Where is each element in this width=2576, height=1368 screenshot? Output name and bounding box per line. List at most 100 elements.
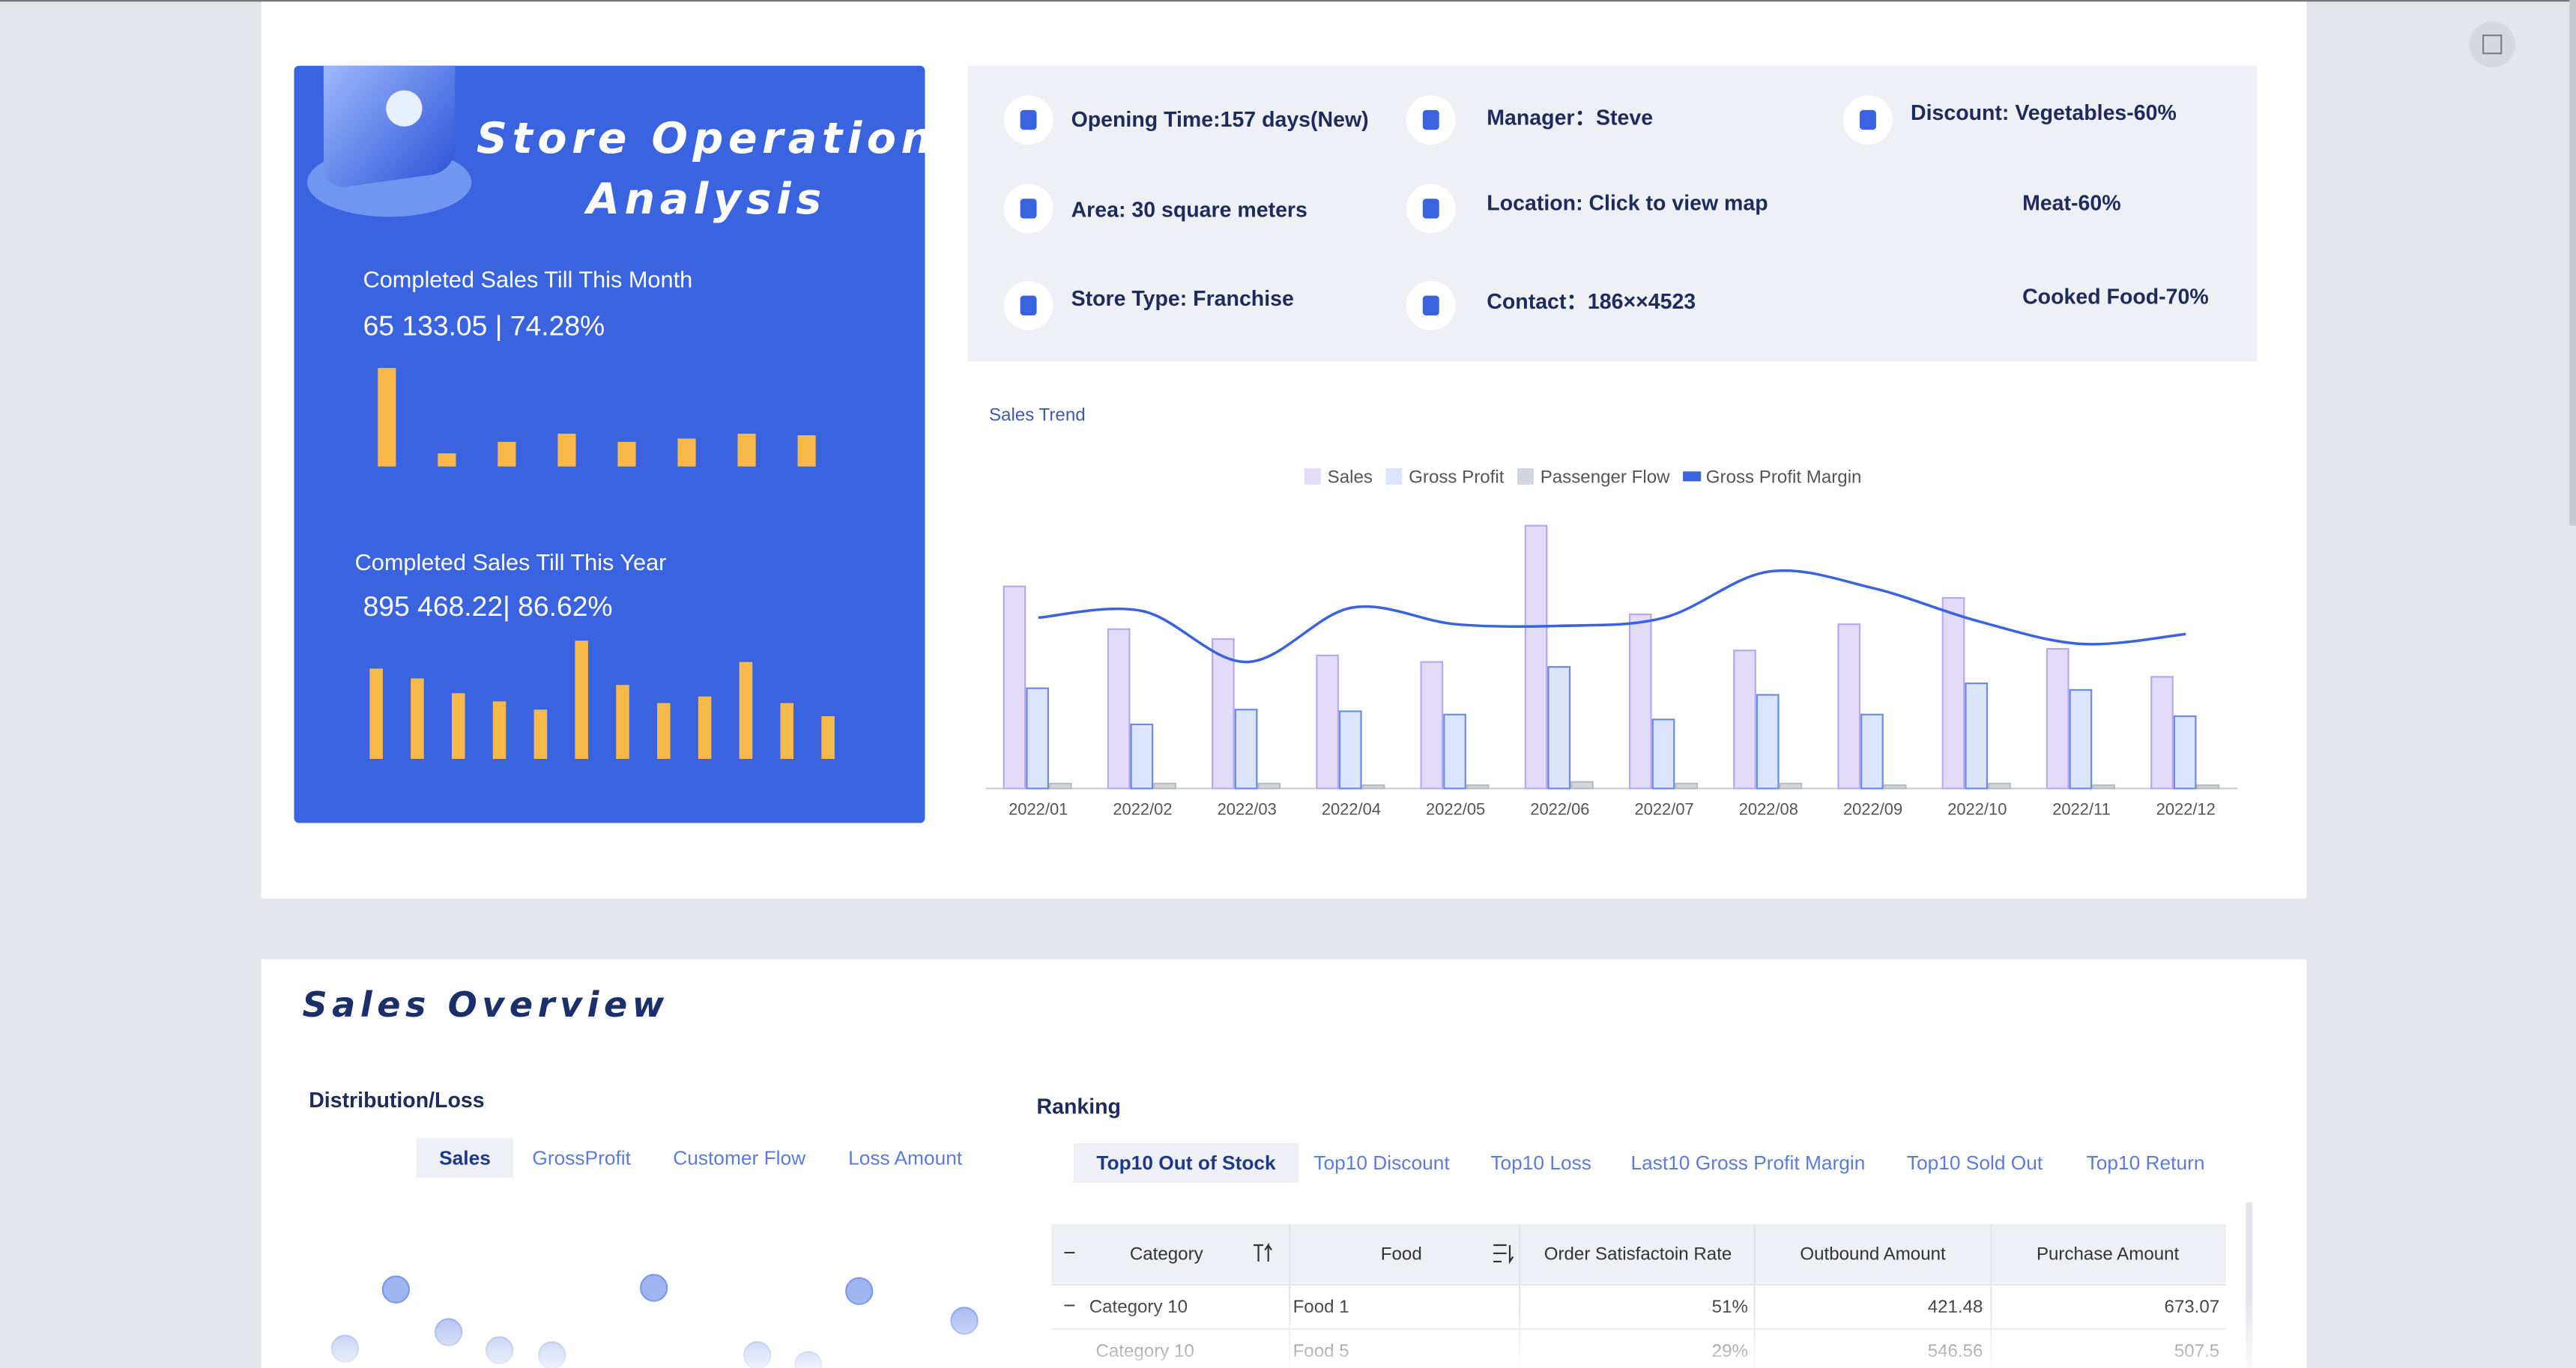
top-border — [0, 0, 2576, 2]
bar — [1048, 782, 1072, 790]
info-text: Opening Time:157 days(New) — [1071, 106, 1369, 132]
bar — [1941, 597, 1965, 790]
tab[interactable]: Top10 Sold Out — [1906, 1151, 2043, 1175]
x-tick-label: 2022/11 — [2052, 800, 2111, 819]
x-tick-label: 2022/06 — [1530, 800, 1589, 819]
tab[interactable]: Loss Amount — [848, 1146, 963, 1170]
year-value: 895 468.22| 86.62% — [363, 591, 613, 623]
bar — [1883, 784, 1907, 790]
logo-dot — [386, 90, 423, 127]
year-bar — [616, 685, 629, 759]
x-tick-label: 2022/02 — [1113, 800, 1172, 819]
info-icon — [1406, 95, 1456, 145]
section-title: Sales Overview — [302, 985, 669, 1026]
legend-swatch — [1517, 467, 1534, 485]
year-bar — [533, 709, 548, 759]
sort-icon — [1253, 1242, 1272, 1262]
year-bar — [739, 662, 753, 759]
chart-title: Sales Trend — [988, 405, 1086, 426]
month-bar — [617, 441, 636, 467]
column-header: Order Satisfactoin Rate — [1544, 1244, 1732, 1265]
year-bar — [575, 641, 588, 759]
tab[interactable]: Customer Flow — [673, 1146, 806, 1170]
info-text: Manager：Steve — [1487, 105, 1654, 130]
bar — [1988, 782, 2011, 790]
legend-swatch — [1304, 467, 1321, 485]
info-text: Area: 30 square meters — [1071, 197, 1307, 223]
x-tick-label: 2022/04 — [1322, 800, 1381, 819]
month-bar — [557, 433, 576, 467]
year-bar — [698, 696, 712, 759]
tab[interactable]: Top10 Discount — [1313, 1151, 1450, 1175]
bar — [1212, 638, 1235, 790]
legend-label: Gross Profit — [1409, 467, 1505, 488]
bar — [1338, 710, 1362, 790]
info-icon — [1003, 95, 1053, 145]
bar — [1756, 694, 1780, 790]
info-text: Discount: Vegetables-60% — [1910, 100, 2177, 125]
tab[interactable]: Top10 Out of Stock — [1073, 1143, 1299, 1183]
bar — [1965, 683, 1989, 790]
info-panel — [967, 65, 2258, 362]
bar — [1003, 585, 1027, 790]
bar — [2069, 688, 2093, 790]
sort-icon — [1493, 1244, 1514, 1265]
month-bar — [438, 453, 456, 467]
tab[interactable]: Sales — [416, 1138, 514, 1178]
table-scrollbar — [2246, 1202, 2253, 1368]
month-bar — [498, 441, 516, 467]
year-bar — [369, 668, 383, 759]
bar — [1547, 666, 1571, 790]
info-text: Meat-60% — [2022, 190, 2121, 216]
settings-button[interactable] — [2469, 21, 2515, 67]
tab[interactable]: GrossProfit — [532, 1146, 631, 1170]
year-bar — [411, 678, 424, 759]
bar — [1733, 650, 1756, 790]
x-tick-label: 2022/08 — [1739, 800, 1798, 819]
x-tick-label: 2022/03 — [1218, 800, 1277, 819]
month-label: Completed Sales Till This Month — [363, 266, 693, 293]
year-bar — [821, 715, 835, 759]
info-text: Cooked Food-70% — [2022, 284, 2209, 309]
info-icon — [1003, 184, 1053, 234]
info-icon — [1406, 184, 1456, 234]
bar — [1257, 782, 1281, 790]
info-icon — [1003, 280, 1053, 330]
bar — [1234, 709, 1258, 790]
x-tick-label: 2022/01 — [1009, 800, 1068, 819]
year-bar — [492, 701, 507, 759]
bar — [1107, 628, 1131, 790]
legend-swatch — [1683, 471, 1702, 482]
legend-swatch — [1385, 467, 1403, 485]
map-link[interactable]: Location: Click to view map — [1487, 190, 1768, 216]
panel-title: Distribution/Loss — [309, 1087, 485, 1113]
column-header: Outbound Amount — [1800, 1244, 1946, 1265]
x-tick-label: 2022/05 — [1426, 800, 1485, 819]
tab[interactable]: Last10 Gross Profit Margin — [1630, 1151, 1866, 1175]
x-tick-label: 2022/09 — [1843, 800, 1902, 819]
bar — [1361, 784, 1385, 790]
bar — [1860, 713, 1884, 790]
month-bar — [378, 368, 396, 467]
month-value: 65 133.05 | 74.28% — [363, 310, 605, 342]
tab[interactable]: Top10 Return — [2086, 1151, 2205, 1175]
title-line: Store Operation — [476, 115, 925, 165]
tab[interactable]: Top10 Loss — [1490, 1151, 1591, 1175]
bar — [1570, 781, 1594, 790]
info-icon — [1406, 280, 1456, 330]
title-line: Analysis — [586, 175, 826, 226]
bar — [2173, 715, 2197, 790]
table-header — [1051, 1223, 2226, 1283]
bar — [1316, 654, 1339, 790]
line — [1038, 569, 2186, 664]
bar — [1837, 623, 1861, 790]
month-bar — [677, 438, 696, 467]
info-icon — [1843, 95, 1893, 145]
year-bar — [780, 703, 794, 759]
bar — [1130, 723, 1154, 790]
month-bar — [797, 435, 816, 467]
bar — [2046, 647, 2069, 790]
bar — [2092, 784, 2115, 790]
